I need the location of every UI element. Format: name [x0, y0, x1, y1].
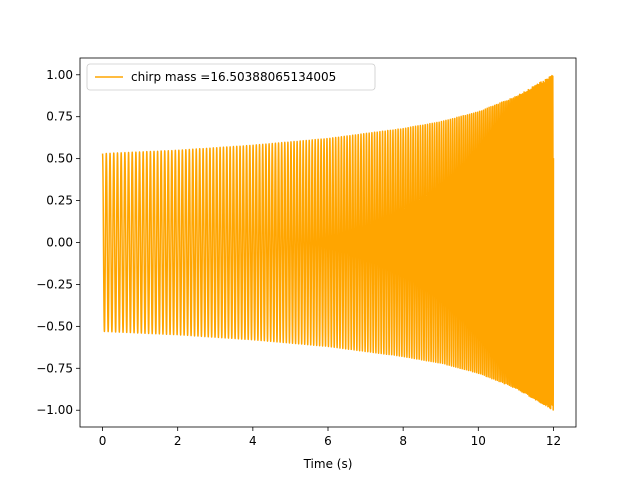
y-tick-label: −0.75: [36, 361, 73, 375]
legend: chirp mass =16.50388065134005: [86, 63, 376, 91]
legend-label: chirp mass =16.50388065134005: [131, 70, 336, 84]
legend-frame: [86, 63, 376, 91]
y-tick-label: 0.00: [46, 236, 73, 250]
x-tick-label: 12: [546, 434, 561, 448]
x-tick-label: 0: [99, 434, 107, 448]
x-tick-label: 6: [324, 434, 332, 448]
x-tick-label: 4: [249, 434, 257, 448]
y-tick-label: −0.50: [36, 319, 73, 333]
y-tick-label: 0.50: [46, 152, 73, 166]
y-tick-label: 1.00: [46, 68, 73, 82]
x-axis-label: Time (s): [303, 457, 353, 471]
x-axis: 0 2 4 6 8 10 12: [99, 427, 561, 448]
series-line: [101, 74, 555, 411]
x-tick-label: 8: [399, 434, 407, 448]
y-tick-label: −0.25: [36, 277, 73, 291]
x-tick-label: 10: [471, 434, 486, 448]
y-tick-label: −1.00: [36, 403, 73, 417]
series-layer: [101, 74, 555, 411]
x-tick-label: 2: [174, 434, 182, 448]
y-tick-label: 0.75: [46, 110, 73, 124]
y-tick-label: 0.25: [46, 194, 73, 208]
y-axis: −1.00 −0.75 −0.50 −0.25 0.00 0.25 0.50 0.75 1.00: [36, 68, 80, 417]
